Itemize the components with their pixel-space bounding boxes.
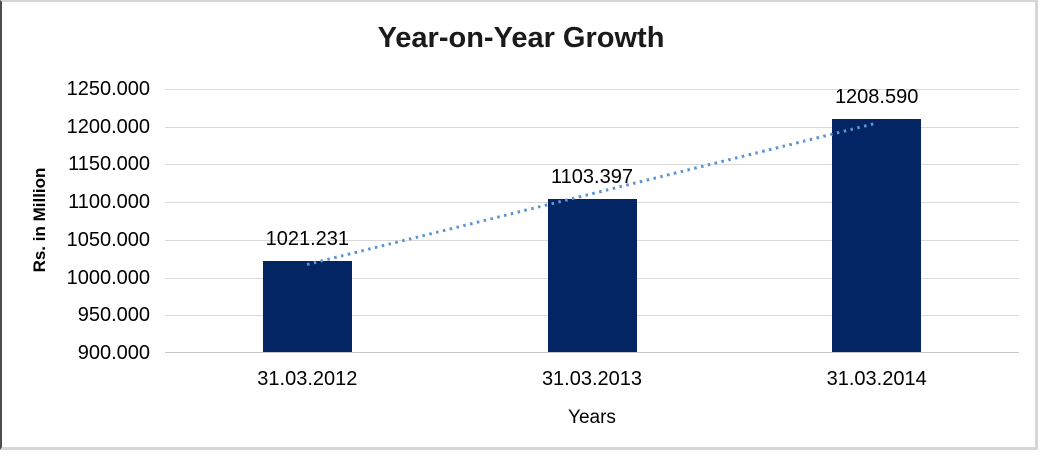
- gridline: [165, 126, 1019, 128]
- bar-value-label: 1021.231: [265, 227, 350, 250]
- x-tick-label: 31.03.2014: [826, 368, 927, 390]
- gridline: [165, 164, 1019, 166]
- y-tick-label: 900.000: [77, 342, 150, 364]
- bar: [547, 198, 637, 352]
- plot-area: 1021.231 1103.397 1208.590: [165, 86, 1019, 353]
- y-tick-label: 1000.000: [66, 266, 150, 289]
- y-tick-label: 1100.000: [68, 191, 150, 214]
- bar-value-label: 1208.590: [834, 86, 919, 109]
- gridline: [165, 89, 1019, 90]
- bar: [262, 260, 352, 352]
- y-tick-label: 1250.000: [66, 78, 150, 100]
- y-tick-label: 1150.000: [68, 153, 150, 176]
- x-axis-tick-labels: 31.03.2012 31.03.2013 31.03.2014: [165, 368, 1019, 392]
- x-axis-title: Years: [568, 407, 616, 428]
- bar: [832, 119, 922, 352]
- x-tick-label: 31.03.2012: [257, 368, 358, 390]
- y-tick-label: 1050.000: [66, 228, 150, 251]
- chart-title: Year-on-Year Growth: [377, 22, 665, 54]
- y-tick-label: 1200.000: [66, 115, 150, 138]
- y-axis-tick-labels: 1250.000 1200.000 1150.000 1100.000 1050.000…: [0, 79, 150, 363]
- bar-value-label: 1103.397: [551, 165, 633, 188]
- y-tick-label: 950.000: [77, 304, 150, 327]
- x-tick-label: 31.03.2013: [541, 368, 643, 390]
